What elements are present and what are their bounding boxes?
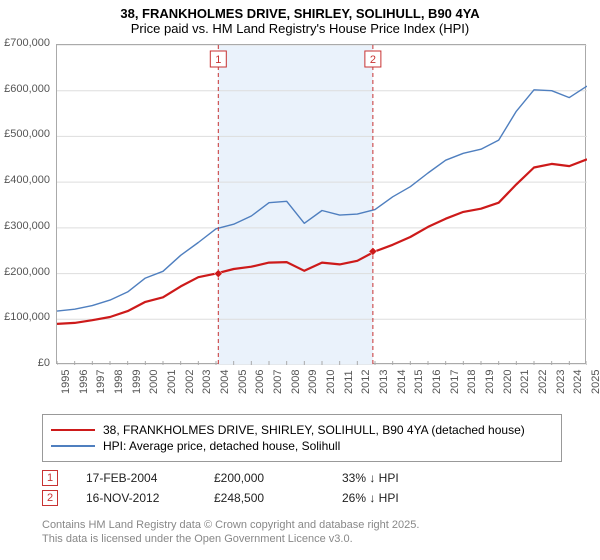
copyright-block: Contains HM Land Registry data © Crown c… <box>42 518 582 547</box>
x-tick-label: 2011 <box>343 370 355 394</box>
legend-swatch-hpi <box>51 445 95 446</box>
x-tick-label: 2023 <box>555 370 567 394</box>
marker-badge-2: 2 <box>42 490 58 506</box>
x-axis-labels: 1995199619971998199920002001200220032004… <box>56 366 586 390</box>
x-tick-label: 2004 <box>219 370 231 394</box>
x-tick-label: 2017 <box>449 370 461 394</box>
x-tick-label: 2012 <box>360 370 372 394</box>
y-tick-label: £100,000 <box>4 311 50 323</box>
sale-marker-row-2: 2 16-NOV-2012 £248,500 26% ↓ HPI <box>42 490 582 506</box>
x-tick-label: 2007 <box>272 370 284 394</box>
svg-text:2: 2 <box>370 54 376 66</box>
x-tick-label: 2005 <box>237 370 249 394</box>
legend-item-hpi: HPI: Average price, detached house, Soli… <box>51 439 553 453</box>
plot-area: 12 <box>56 44 586 364</box>
marker-badge-1: 1 <box>42 470 58 486</box>
x-tick-label: 1999 <box>131 370 143 394</box>
legend-swatch-price-paid <box>51 429 95 431</box>
x-tick-label: 2001 <box>166 370 178 394</box>
y-tick-label: £300,000 <box>4 220 50 232</box>
marker-delta-1: 33% ↓ HPI <box>342 471 442 485</box>
legend-label-hpi: HPI: Average price, detached house, Soli… <box>103 439 340 453</box>
x-tick-label: 1998 <box>113 370 125 394</box>
sale-markers-block: 1 17-FEB-2004 £200,000 33% ↓ HPI 2 16-NO… <box>42 466 582 510</box>
y-tick-label: £200,000 <box>4 266 50 278</box>
copyright-line-2: This data is licensed under the Open Gov… <box>42 532 582 546</box>
x-tick-label: 2009 <box>307 370 319 394</box>
svg-text:1: 1 <box>215 54 221 66</box>
x-tick-label: 1996 <box>78 370 90 394</box>
title-line-1: 38, FRANKHOLMES DRIVE, SHIRLEY, SOLIHULL… <box>0 6 600 21</box>
x-tick-label: 2013 <box>378 370 390 394</box>
legend-box: 38, FRANKHOLMES DRIVE, SHIRLEY, SOLIHULL… <box>42 414 562 462</box>
y-tick-label: £700,000 <box>4 37 50 49</box>
x-tick-label: 2025 <box>590 370 600 394</box>
x-tick-label: 2021 <box>519 370 531 394</box>
x-tick-label: 2018 <box>466 370 478 394</box>
x-tick-label: 2006 <box>254 370 266 394</box>
chart-container: 38, FRANKHOLMES DRIVE, SHIRLEY, SOLIHULL… <box>0 0 600 560</box>
x-tick-label: 1997 <box>95 370 107 394</box>
title-block: 38, FRANKHOLMES DRIVE, SHIRLEY, SOLIHULL… <box>0 0 600 36</box>
x-tick-label: 2000 <box>148 370 160 394</box>
x-tick-label: 2010 <box>325 370 337 394</box>
x-tick-label: 2016 <box>431 370 443 394</box>
chart-area: £0 £100,000 £200,000 £300,000 £400,000 £500,0… <box>6 44 594 390</box>
x-tick-label: 2003 <box>201 370 213 394</box>
title-line-2: Price paid vs. HM Land Registry's House … <box>0 21 600 36</box>
x-tick-label: 2019 <box>484 370 496 394</box>
x-tick-label: 1995 <box>60 370 72 394</box>
x-tick-label: 2008 <box>290 370 302 394</box>
legend-item-price-paid: 38, FRANKHOLMES DRIVE, SHIRLEY, SOLIHULL… <box>51 423 553 437</box>
y-axis-labels: £0£100,000£200,000£300,000£400,000£500,0… <box>6 44 52 364</box>
legend-label-price-paid: 38, FRANKHOLMES DRIVE, SHIRLEY, SOLIHULL… <box>103 423 525 437</box>
marker-price-1: £200,000 <box>214 471 314 485</box>
plot-svg: 12 <box>57 45 587 365</box>
marker-price-2: £248,500 <box>214 491 314 505</box>
x-tick-label: 2020 <box>502 370 514 394</box>
x-tick-label: 2024 <box>572 370 584 394</box>
marker-date-2: 16-NOV-2012 <box>86 491 186 505</box>
y-tick-label: £600,000 <box>4 83 50 95</box>
marker-delta-2: 26% ↓ HPI <box>342 491 442 505</box>
x-tick-label: 2002 <box>184 370 196 394</box>
copyright-line-1: Contains HM Land Registry data © Crown c… <box>42 518 582 532</box>
x-tick-label: 2022 <box>537 370 549 394</box>
x-tick-label: 2014 <box>396 370 408 394</box>
y-tick-label: £0 <box>38 357 50 369</box>
sale-marker-row-1: 1 17-FEB-2004 £200,000 33% ↓ HPI <box>42 470 582 486</box>
y-tick-label: £400,000 <box>4 174 50 186</box>
x-tick-label: 2015 <box>413 370 425 394</box>
y-tick-label: £500,000 <box>4 128 50 140</box>
marker-date-1: 17-FEB-2004 <box>86 471 186 485</box>
